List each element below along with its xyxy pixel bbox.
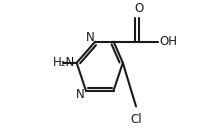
Text: OH: OH <box>159 35 177 48</box>
Text: N: N <box>76 88 85 101</box>
Text: N: N <box>85 31 94 44</box>
Text: O: O <box>134 2 143 15</box>
Text: H₂N: H₂N <box>53 56 75 69</box>
Text: Cl: Cl <box>130 113 142 126</box>
